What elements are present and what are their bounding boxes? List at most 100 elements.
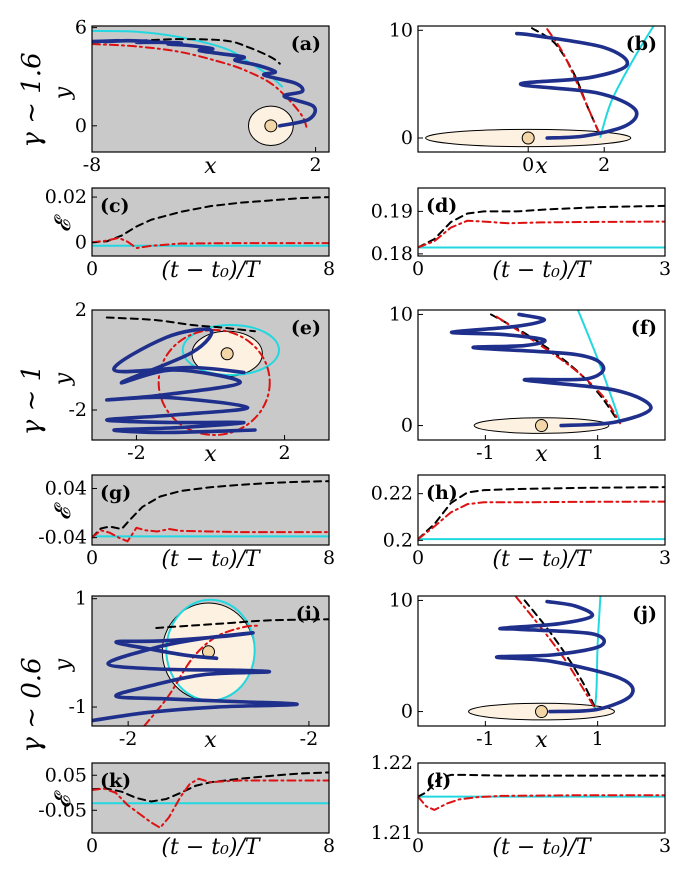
panel-j-label: (j): [632, 603, 657, 625]
panel-d-xtick-label: 0: [412, 258, 424, 280]
panel-f-label: (f): [631, 317, 657, 339]
panel-j-frame: [417, 595, 666, 727]
panel-a-xtick-label: -8: [83, 154, 102, 176]
panel-k-xtick-label: 0: [86, 835, 98, 857]
panel-j-plot: [468, 596, 635, 721]
panel-d: 0 3 0.18 0.19 (t − t₀)/T (d): [371, 187, 671, 283]
panel-h-series-red_dashdot-2: [418, 500, 665, 541]
panel-l-series-black_dashed-1: [418, 773, 665, 798]
panel-d-xlabel: (t − t₀)/T: [492, 258, 592, 283]
panel-h-plot: [418, 486, 665, 541]
panel-c-ytick-label: 0.02: [45, 186, 87, 208]
panel-i-series-black_dashed-1: [155, 618, 329, 629]
panel-j-series-cyan-0: [593, 596, 602, 710]
panel-b-ytick-label: 10: [389, 19, 413, 41]
panel-k-frame: [91, 762, 330, 834]
panel-i-series-trajectory-3: [92, 631, 299, 723]
panel-l-ytick-label: 1.21: [371, 822, 413, 844]
panel-k-xtick-label: 8: [323, 835, 335, 857]
panel-k-ytick-label: 0.05: [45, 764, 87, 786]
panel-d-label: (d): [426, 195, 457, 217]
panel-d-xtick-label: 3: [659, 258, 671, 280]
panel-a-xlabel: x: [204, 154, 217, 179]
panel-i-xtick-label: -2: [300, 728, 319, 750]
panel-h-xtick-label: 0: [412, 547, 424, 569]
panel-b-ytick-label: 0: [401, 127, 413, 149]
panel-e-ylabel: y: [51, 372, 76, 386]
panel-g-xlabel: (t − t₀)/T: [161, 547, 261, 572]
panel-c-ylabel: 𝓔: [51, 213, 76, 232]
panel-c-xtick-label: 8: [323, 258, 335, 280]
panel-l-ytick-label: 1.22: [371, 752, 413, 774]
panel-e-series-black_dashed-1: [105, 316, 256, 333]
panel-j-xlabel: x: [535, 728, 548, 753]
panel-a-ytick-label: 0: [75, 115, 87, 137]
panel-h-ytick-label: 0.22: [371, 483, 413, 505]
panel-e-body-dot: [220, 347, 234, 361]
panel-j-ytick-label: 0: [401, 701, 413, 723]
panel-g-plot: [92, 480, 329, 543]
panel-f-xlabel: x: [535, 442, 548, 467]
panel-e-series-red_dashdot-2: [157, 329, 271, 436]
panel-h-background: [418, 475, 665, 545]
panel-c-plot: [92, 196, 329, 250]
panel-j-series-red_dashdot-2: [515, 596, 596, 710]
panel-i-series-red_dashdot-2: [143, 624, 262, 726]
panel-j-xtick-label: -1: [476, 728, 495, 750]
panel-l: 0 3 1.21 1.22 (t − t₀)/T (l): [371, 752, 671, 860]
panel-e-xtick-label: 2: [279, 442, 291, 464]
panel-i-ytick-label: 1: [75, 588, 87, 610]
panel-d-frame: [417, 187, 666, 257]
panel-l-label: (l): [426, 770, 451, 792]
panel-j-xtick-label: 1: [592, 728, 604, 750]
panel-i: -2 -2 -1 1 x y (i): [51, 588, 330, 753]
panel-c: 0 8 0 0.02 (t − t₀)/T 𝓔 (c): [45, 186, 335, 283]
panel-k-series-red_dashdot-2: [92, 777, 329, 829]
panel-l-plot: [418, 773, 665, 811]
panel-g-ytick-label: -0.04: [38, 527, 87, 549]
panel-e-xtick-label: -2: [127, 442, 146, 464]
panel-b-frame: [417, 25, 666, 153]
panel-b-series-trajectory-3: [515, 31, 639, 140]
panel-b-xtick-label: 2: [598, 154, 610, 176]
panel-f-frame: [417, 309, 666, 441]
panel-a-series-trajectory-3: [92, 38, 318, 128]
panel-b-plot: [425, 26, 655, 148]
panel-g-label: (g): [100, 482, 131, 504]
panel-k-plot: [92, 771, 329, 829]
panel-e-frame: [91, 309, 330, 441]
panel-a-series-red_dashdot-2: [92, 43, 308, 129]
panel-f-series-trajectory-3: [449, 312, 653, 428]
panel-h-xlabel: (t − t₀)/T: [492, 547, 592, 572]
panel-b: 0 2 0 10 x (b): [389, 19, 666, 179]
panel-g-series-red_dashdot-2: [92, 526, 329, 543]
panel-i-frame: [91, 595, 330, 727]
panel-e-label: (e): [291, 317, 321, 339]
row-label-2: γ ∼ 1: [17, 365, 47, 435]
panel-g-series-black_dashed-1: [92, 480, 329, 539]
panel-a-frame: [91, 25, 330, 153]
panel-l-xtick-label: 0: [412, 835, 424, 857]
panel-a: -8 2 0 6 x y (a): [51, 17, 330, 179]
panel-g-xtick-label: 8: [323, 547, 335, 569]
panel-c-ytick-label: 0: [75, 231, 87, 253]
panel-d-ytick-label: 0.18: [371, 243, 413, 265]
panel-l-series-red_dashdot-2: [418, 794, 665, 811]
panel-f-ytick-label: 10: [389, 303, 413, 325]
panel-a-label: (a): [291, 33, 321, 55]
panel-k-ytick-label: -0.05: [38, 799, 87, 821]
panel-b-series-cyan-0: [599, 26, 655, 138]
panel-a-ytick-label: 6: [75, 17, 87, 39]
panel-c-xlabel: (t − t₀)/T: [161, 258, 261, 283]
panel-l-xlabel: (t − t₀)/T: [492, 835, 592, 860]
panel-g: 0 8 -0.04 0.04 (t − t₀)/T 𝓔 (g): [38, 474, 335, 572]
panel-i-ylabel: y: [51, 658, 76, 672]
panel-j-series-black_dashed-1: [523, 599, 596, 709]
panel-g-frame: [91, 474, 330, 546]
panel-c-frame: [91, 187, 330, 257]
panel-l-xtick-label: 3: [659, 835, 671, 857]
panel-k-ylabel: 𝓔: [51, 789, 76, 808]
panel-a-ylabel: y: [51, 86, 76, 100]
